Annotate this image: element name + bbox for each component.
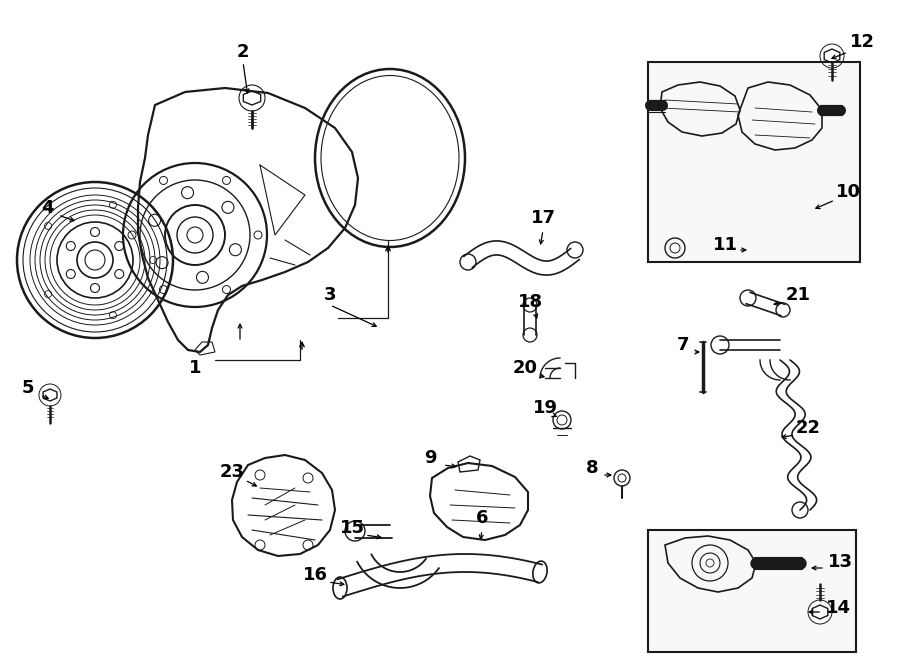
Text: 11: 11 (713, 236, 737, 254)
Text: 9: 9 (424, 449, 436, 467)
Text: 5: 5 (22, 379, 34, 397)
Text: 12: 12 (850, 33, 875, 51)
Text: 8: 8 (586, 459, 598, 477)
Text: 16: 16 (302, 566, 328, 584)
Text: 17: 17 (530, 209, 555, 227)
Text: 19: 19 (533, 399, 557, 417)
Text: 7: 7 (677, 336, 689, 354)
Text: 22: 22 (796, 419, 821, 437)
Text: 10: 10 (835, 183, 860, 201)
Text: 14: 14 (825, 599, 850, 617)
Text: 20: 20 (512, 359, 537, 377)
Text: 1: 1 (189, 359, 202, 377)
Text: 3: 3 (324, 286, 337, 304)
Text: 2: 2 (237, 43, 249, 61)
Text: 23: 23 (220, 463, 245, 481)
Bar (648, 530, 856, 652)
Text: 4: 4 (40, 199, 53, 217)
Bar (648, 62, 860, 262)
Text: 6: 6 (476, 509, 488, 527)
Text: 13: 13 (827, 553, 852, 571)
Text: 15: 15 (339, 519, 365, 537)
Text: 18: 18 (518, 293, 543, 311)
Text: 21: 21 (786, 286, 811, 304)
